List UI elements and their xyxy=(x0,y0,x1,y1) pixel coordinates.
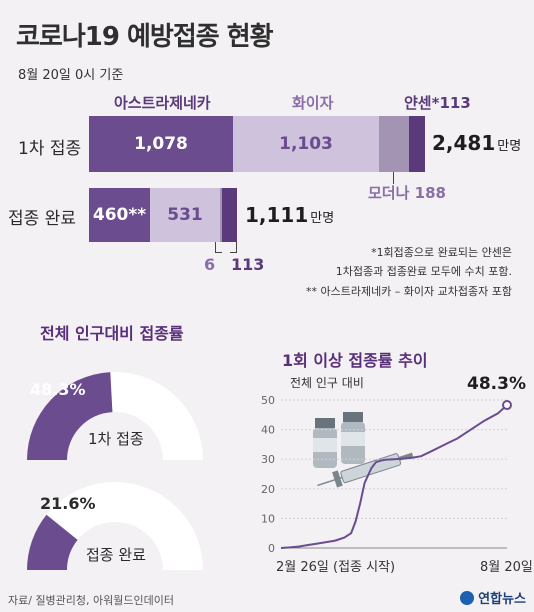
total-first-dose-value: 2,481 xyxy=(432,131,496,155)
moderna-complete-leader xyxy=(215,242,222,253)
y-tick-label: 50 xyxy=(261,394,275,407)
gauge-first-dose-label: 1차 접종 xyxy=(88,430,144,448)
label-pfizer: 화이자 xyxy=(292,94,334,112)
total-first-dose: 2,481 만명 xyxy=(432,131,521,155)
y-tick-label: 10 xyxy=(261,512,275,525)
total-complete-value: 1,111 xyxy=(245,203,309,227)
y-tick-label: 0 xyxy=(268,542,275,555)
vaccine-illustration-icon xyxy=(313,412,414,488)
bar-complete-astrazeneca: 460** xyxy=(89,188,150,242)
gauge-first-dose xyxy=(27,372,203,460)
bar-first-moderna xyxy=(379,116,409,172)
value-complete-pfizer: 531 xyxy=(167,205,203,225)
line-chart: 0 10 20 30 40 50 xyxy=(261,394,512,555)
globe-logo-icon xyxy=(460,590,475,605)
janssen-complete-leader xyxy=(230,242,237,253)
publisher-name: 연합뉴스 xyxy=(478,592,526,607)
y-tick-label: 20 xyxy=(261,483,275,496)
label-moderna-name: 모더나 xyxy=(368,184,410,202)
bar-complete-janssen xyxy=(222,188,237,242)
bar-first-astrazeneca: 1,078 xyxy=(89,116,233,172)
bar-complete-pfizer: 531 xyxy=(150,188,220,242)
publisher-logo: 연합뉴스 xyxy=(460,588,526,607)
label-moderna-value: 188 xyxy=(414,184,446,202)
value-complete-moderna: 6 xyxy=(204,255,216,274)
row-label-first-dose: 1차 접종 xyxy=(18,139,82,159)
label-astrazeneca: 아스트라제네카 xyxy=(114,94,211,112)
total-complete-unit: 만명 xyxy=(310,211,335,226)
source-footer: 자료/ 질병관리청, 아워월드인데이터 xyxy=(8,594,174,607)
gauge-first-dose-value: 48.3% xyxy=(30,380,86,399)
gauge-fill xyxy=(27,372,113,460)
gauge-complete xyxy=(27,482,203,570)
label-moderna: 모더나 188 xyxy=(368,182,446,203)
value-complete-janssen: 113 xyxy=(231,255,265,274)
x-end-label: 8월 20일 xyxy=(480,560,533,575)
value-complete-astrazeneca: 460** xyxy=(92,205,147,225)
value-first-astrazeneca: 1,078 xyxy=(134,134,188,154)
bar-first-janssen xyxy=(409,116,425,172)
line-chart-end-value: 48.3% xyxy=(467,374,526,394)
gauge-complete-value: 21.6% xyxy=(40,494,96,513)
line-chart-title: 1회 이상 접종률 추이 xyxy=(282,351,428,370)
value-first-pfizer: 1,103 xyxy=(279,134,333,154)
gauge-complete-label: 접종 완료 xyxy=(86,546,146,564)
label-janssen: 얀센*113 xyxy=(404,94,471,112)
gauge-fill xyxy=(27,514,78,570)
y-tick-label: 30 xyxy=(261,453,275,466)
moderna-leader-line xyxy=(393,172,394,184)
total-first-dose-unit: 만명 xyxy=(497,139,522,154)
note-line-2: 1차접종과 접종완료 모두에 수치 포함. xyxy=(335,265,512,278)
bar-complete-moderna xyxy=(220,188,222,242)
end-point-marker xyxy=(502,400,512,411)
note-line-3: ** 아스트라제네카 – 화이자 교차접종자 포함 xyxy=(305,285,512,298)
y-tick-label: 40 xyxy=(261,424,275,437)
x-start-label: 2월 26일 (접종 시작) xyxy=(276,560,396,575)
row-label-complete: 접종 완료 xyxy=(8,209,76,229)
page-title: 코로나19 예방접종 현황 xyxy=(16,22,274,52)
note-line-1: *1회접종으로 완료되는 얀센은 xyxy=(371,246,512,259)
bar-first-pfizer: 1,103 xyxy=(233,116,379,172)
date-label: 8월 20일 0시 기준 xyxy=(18,68,124,83)
gauge-section-title: 전체 인구대비 접종률 xyxy=(40,324,184,343)
line-chart-ylabel: 전체 인구 대비 xyxy=(290,376,364,390)
total-complete: 1,111 만명 xyxy=(245,203,334,227)
gauge-charts xyxy=(27,372,203,570)
trend-line xyxy=(280,404,508,549)
